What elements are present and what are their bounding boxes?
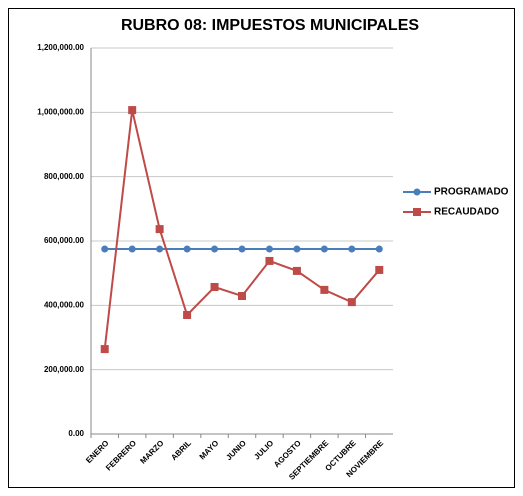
marker [292, 266, 301, 275]
chart-title: RUBRO 08: IMPUESTOS MUNICIPALES [121, 17, 419, 34]
marker [156, 245, 164, 253]
chart-frame [8, 8, 515, 488]
marker [238, 292, 246, 301]
marker [348, 245, 356, 253]
marker [100, 345, 109, 354]
legend-marker [413, 208, 421, 216]
y-tick-label: 600,000.00 [44, 236, 85, 245]
marker [128, 106, 137, 115]
marker [238, 245, 246, 253]
legend-label: PROGRAMADO [434, 187, 509, 198]
marker [128, 245, 136, 253]
marker [320, 245, 328, 253]
marker [101, 245, 109, 253]
legend-marker [413, 188, 421, 196]
marker [183, 310, 192, 319]
marker [320, 285, 329, 294]
marker [265, 256, 274, 265]
y-tick-label: 400,000.00 [44, 300, 85, 309]
y-tick-label: 0.00 [68, 429, 84, 438]
y-tick-label: 1,000,000.00 [37, 107, 84, 116]
y-tick-label: 200,000.00 [44, 365, 85, 374]
marker [347, 298, 356, 307]
marker [375, 265, 384, 274]
marker [293, 245, 301, 253]
marker [183, 245, 191, 253]
marker [155, 225, 164, 234]
marker [211, 245, 219, 253]
marker [375, 245, 383, 253]
marker [265, 245, 273, 253]
legend-label: RECAUDADO [434, 207, 499, 218]
marker [210, 282, 219, 291]
y-tick-label: 800,000.00 [44, 172, 85, 181]
y-tick-label: 1,200,000.00 [37, 43, 84, 52]
